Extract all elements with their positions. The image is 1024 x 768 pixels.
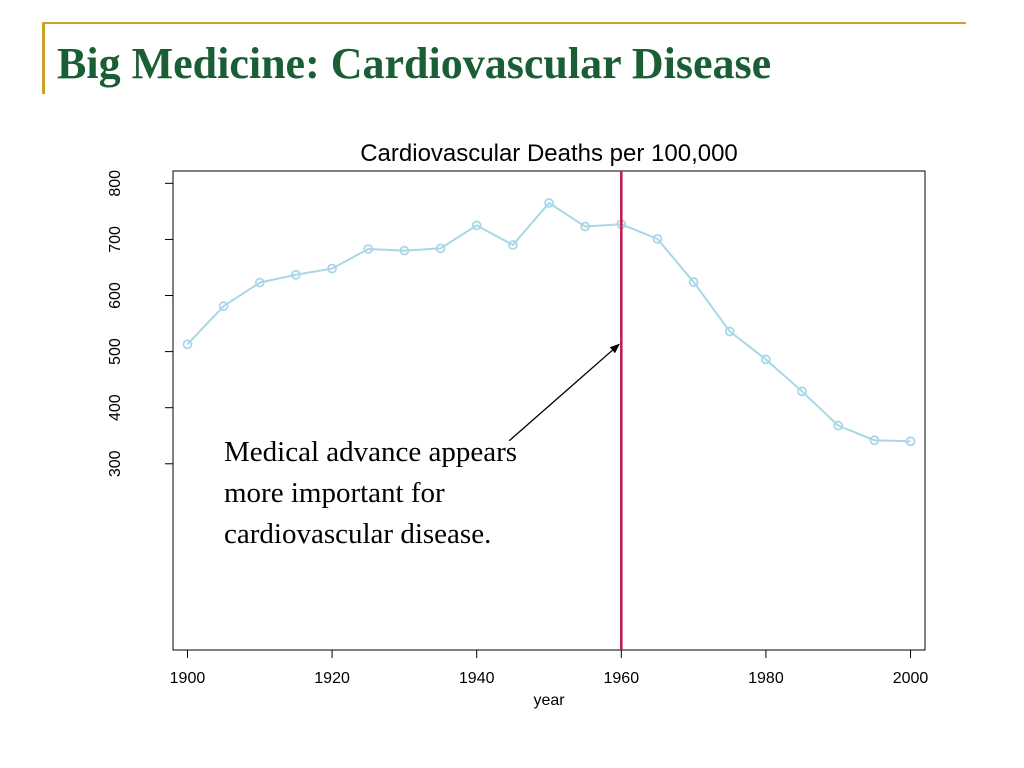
slide-title: Big Medicine: Cardiovascular Disease xyxy=(57,39,772,88)
x-tick-label: 1980 xyxy=(748,670,784,687)
annotation-line-1: Medical advance appears xyxy=(224,436,518,468)
x-tick-label: 1960 xyxy=(604,670,640,687)
data-point xyxy=(580,221,591,232)
data-point xyxy=(544,198,554,208)
data-point xyxy=(182,339,193,350)
y-tick-label: 500 xyxy=(107,338,124,365)
slide-frame-accent-horizontal xyxy=(42,22,966,24)
slide-frame-accent-vertical xyxy=(42,22,45,94)
y-tick-label: 300 xyxy=(107,450,124,477)
data-point xyxy=(471,220,482,231)
data-point xyxy=(905,436,916,447)
data-point xyxy=(435,243,446,254)
data-point xyxy=(688,277,699,287)
chart-title: Cardiovascular Deaths per 100,000 xyxy=(360,140,738,167)
annotation-text: Medical advance appears more important f… xyxy=(224,432,517,555)
data-point xyxy=(507,240,518,250)
data-point xyxy=(833,420,844,431)
x-tick-label: 1940 xyxy=(459,670,495,687)
y-tick-label: 700 xyxy=(107,226,124,253)
data-point xyxy=(254,277,265,288)
data-point xyxy=(399,245,410,256)
data-point xyxy=(869,435,880,446)
x-tick-label: 2000 xyxy=(893,670,929,687)
annotation-line-3: cardiovascular disease. xyxy=(224,518,492,550)
data-point xyxy=(652,233,663,244)
x-axis: 1900 1920 1940 1960 1980 2000 xyxy=(170,650,929,687)
data-point xyxy=(761,354,771,365)
x-tick-label: 1900 xyxy=(170,670,206,687)
data-point xyxy=(363,244,374,254)
data-point xyxy=(327,263,337,274)
y-axis: 300 400 500 600 700 800 xyxy=(107,170,173,477)
data-point xyxy=(218,301,229,312)
plot-area-frame xyxy=(172,170,926,651)
x-tick-label: 1920 xyxy=(314,670,350,687)
data-point xyxy=(797,386,807,397)
series-line xyxy=(186,201,911,443)
annotation-line-2: more important for xyxy=(224,477,445,509)
y-tick-label: 600 xyxy=(107,282,124,309)
x-axis-label: year xyxy=(533,692,565,709)
y-tick-label: 800 xyxy=(107,170,124,197)
data-point xyxy=(724,326,735,337)
data-point xyxy=(291,269,301,280)
annotation-arrow xyxy=(508,343,620,442)
series-group xyxy=(182,198,916,447)
y-tick-label: 400 xyxy=(107,394,124,421)
